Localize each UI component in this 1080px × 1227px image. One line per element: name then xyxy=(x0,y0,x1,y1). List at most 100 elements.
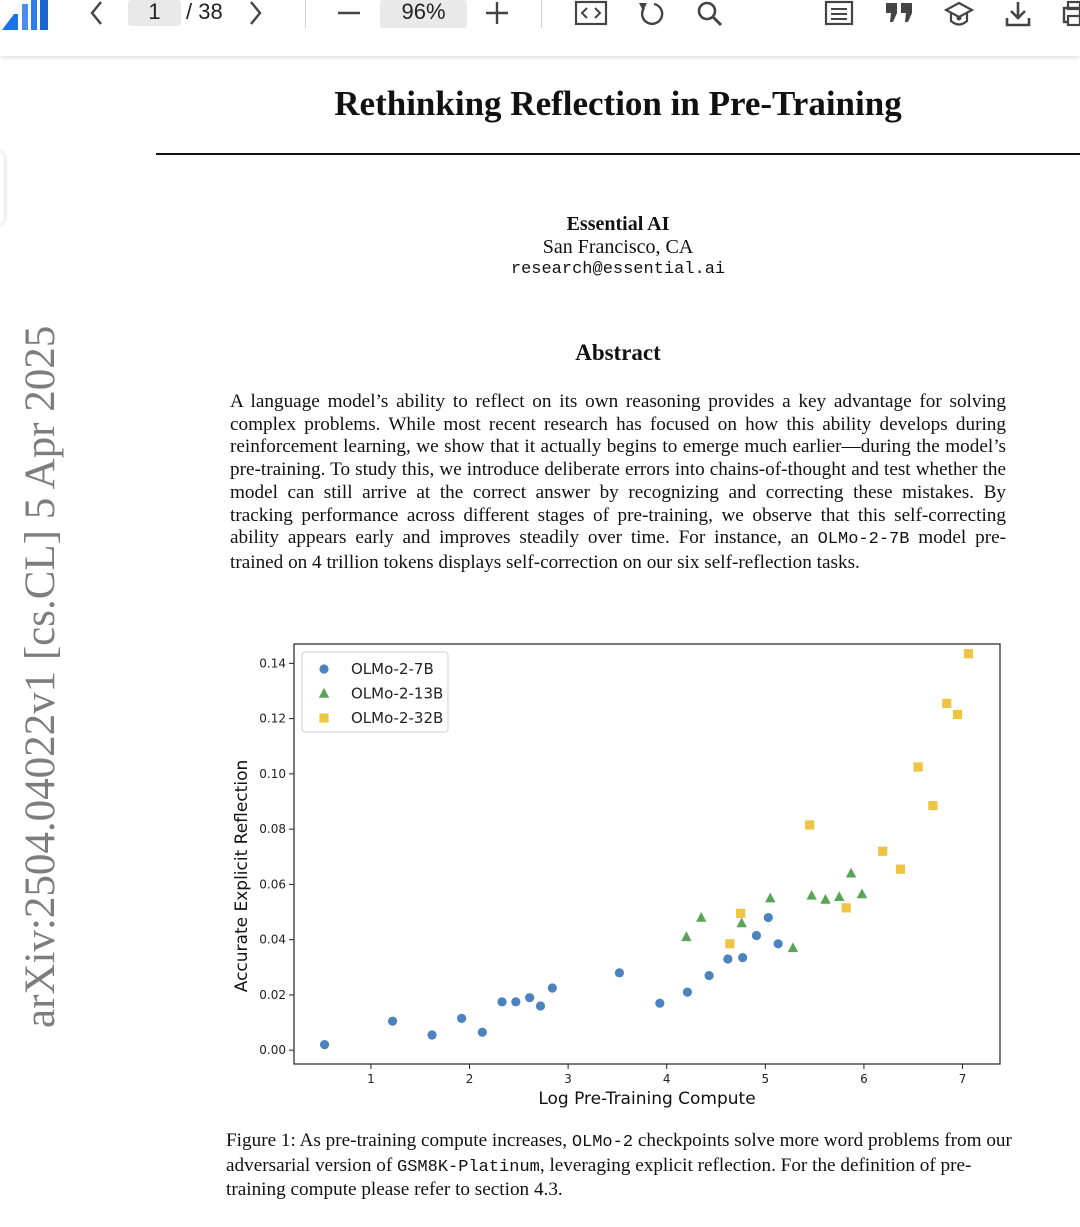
data-point xyxy=(913,762,923,772)
caption-code-term: GSM8K-Platinum xyxy=(397,1157,540,1177)
y-axis-label: Accurate Explicit Reflection xyxy=(232,760,252,993)
y-tick-label: 0.14 xyxy=(259,656,286,670)
data-point xyxy=(614,968,624,978)
caption-text-part: Figure 1: As pre-training compute increa… xyxy=(226,1130,572,1151)
data-point xyxy=(763,912,773,923)
quote-icon[interactable] xyxy=(884,0,914,26)
toolbar-divider xyxy=(541,0,542,28)
previous-page-icon[interactable] xyxy=(86,0,108,26)
data-point xyxy=(856,888,868,899)
download-icon[interactable] xyxy=(1004,0,1032,28)
search-icon[interactable] xyxy=(696,0,724,28)
data-point xyxy=(820,893,831,904)
data-point xyxy=(942,698,952,709)
x-tick-label: 4 xyxy=(663,1072,671,1086)
page-total: / 38 xyxy=(186,0,223,24)
data-point xyxy=(725,939,735,949)
data-point xyxy=(806,889,817,900)
abstract-text-part: A language model’s ability to reflect on… xyxy=(230,391,1006,549)
chart-legend: OLMo-2-7B OLMo-2-13B OLMo-2-32B xyxy=(301,651,449,733)
data-point xyxy=(736,917,747,928)
data-point xyxy=(704,970,714,981)
data-point xyxy=(319,1040,330,1050)
zoom-in-icon[interactable] xyxy=(484,0,510,26)
data-point xyxy=(878,846,888,856)
x-tick-label: 2 xyxy=(466,1072,474,1086)
figure-caption: Figure 1: As pre-training compute increa… xyxy=(226,1130,1012,1202)
print-icon[interactable] xyxy=(1062,0,1080,28)
x-tick-label: 3 xyxy=(564,1072,572,1086)
data-point xyxy=(765,892,776,903)
legend-label: OLMo-2-32B xyxy=(351,709,443,727)
data-point xyxy=(953,709,963,720)
pdf-toolbar: 1 / 38 96% xyxy=(0,0,1080,56)
data-point xyxy=(736,908,746,919)
data-point xyxy=(535,1001,546,1011)
abstract-code-term: OLMo-2-7B xyxy=(817,530,910,550)
data-point xyxy=(787,942,799,953)
data-point xyxy=(547,983,557,993)
data-point xyxy=(511,997,521,1007)
legend-marker xyxy=(318,687,330,698)
x-tick-label: 7 xyxy=(959,1072,967,1086)
y-tick-label: 0.06 xyxy=(259,877,286,891)
data-point xyxy=(895,864,906,874)
arxiv-stamp: arXiv:2504.04022v1 [cs.CL] 5 Apr 2025 xyxy=(17,325,64,1028)
sidebar-toggle-tab[interactable] xyxy=(0,152,4,224)
next-page-icon[interactable] xyxy=(244,0,266,26)
zoom-level-input[interactable]: 96% xyxy=(380,0,467,28)
data-point xyxy=(773,939,783,949)
author-email[interactable]: research@essential.ai xyxy=(510,260,726,279)
data-point xyxy=(963,649,974,659)
app-logo-icon[interactable] xyxy=(2,0,48,30)
caption-text-part: , leveraging explicit reflection. For th… xyxy=(226,1154,972,1201)
caption-text-part: checkpoints solve more word problems fro… xyxy=(226,1130,1012,1176)
data-point xyxy=(751,930,762,941)
data-point xyxy=(457,1013,467,1024)
y-tick-label: 0.02 xyxy=(259,988,286,1002)
data-point xyxy=(477,1027,487,1037)
scholar-cap-icon[interactable] xyxy=(944,0,974,30)
y-tick-label: 0.12 xyxy=(259,712,286,726)
abstract-heading: Abstract xyxy=(575,340,661,365)
y-tick-label: 0.04 xyxy=(259,933,286,947)
y-tick-label: 0.10 xyxy=(259,767,286,781)
caption-code-term: OLMo-2 xyxy=(571,1133,634,1152)
legend-label: OLMo-2-7B xyxy=(351,660,434,678)
data-point xyxy=(841,903,851,913)
data-point xyxy=(845,867,857,878)
data-point xyxy=(834,891,845,902)
rotate-icon[interactable] xyxy=(636,0,666,30)
fit-to-page-icon[interactable] xyxy=(574,0,608,26)
data-point xyxy=(497,997,507,1007)
x-axis-label: Log Pre-Training Compute xyxy=(538,1089,755,1109)
x-tick-label: 5 xyxy=(762,1072,770,1086)
author-organization: Essential AI xyxy=(566,213,670,235)
y-tick-label: 0.00 xyxy=(259,1043,286,1057)
abstract-text-part: model pre-trained on 4 trillion tokens d… xyxy=(230,527,1006,573)
paper-title: Rethinking Reflection in Pre-Training xyxy=(334,84,902,123)
legend-marker xyxy=(319,713,329,723)
legend-marker xyxy=(319,664,329,674)
legend-label: OLMo-2-13B xyxy=(351,685,443,703)
page-number-input[interactable]: 1 xyxy=(128,0,181,26)
y-tick-label: 0.08 xyxy=(259,822,286,836)
data-point xyxy=(696,911,707,922)
title-rule xyxy=(156,153,1080,155)
data-point xyxy=(682,987,693,997)
zoom-out-icon[interactable] xyxy=(336,0,362,26)
author-location: San Francisco, CA xyxy=(542,236,694,258)
data-point xyxy=(681,931,692,942)
x-tick-label: 1 xyxy=(367,1072,375,1086)
data-point xyxy=(655,998,665,1008)
abstract-text: A language model’s ability to reflect on… xyxy=(230,391,1006,575)
data-point xyxy=(738,953,748,963)
toolbar-divider xyxy=(305,0,306,28)
x-tick-label: 6 xyxy=(860,1072,868,1086)
data-point xyxy=(525,993,535,1003)
notes-icon[interactable] xyxy=(824,0,854,26)
scatter-chart: 1 2 3 4 5 6 70.000.020.040.060.080.100.120.14 … xyxy=(232,643,1001,1109)
data-point xyxy=(928,801,938,811)
data-point xyxy=(427,1030,437,1040)
legend-box xyxy=(301,651,449,733)
